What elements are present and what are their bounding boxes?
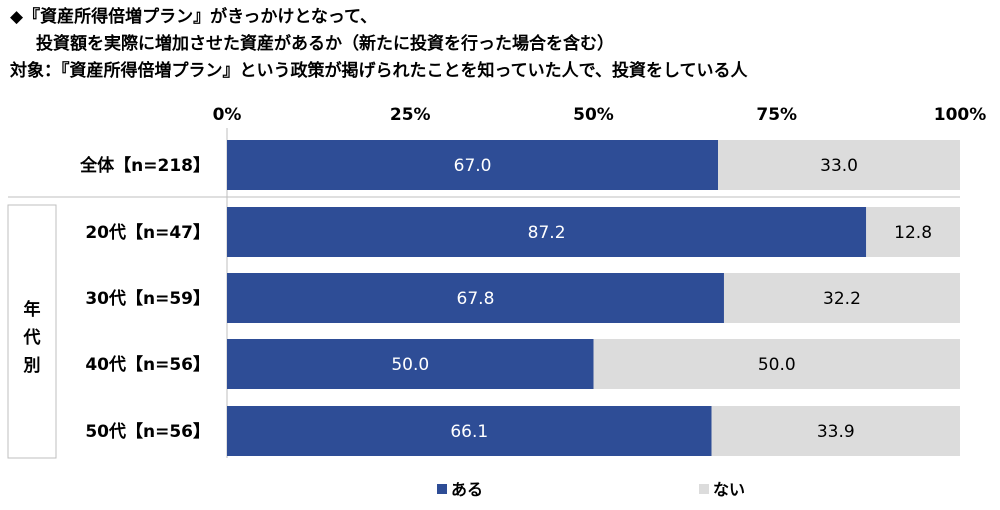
- chart-subtitle-target: 対象：『資産所得倍増プラン』という政策が掲げられたことを知っていた人で、投資をし…: [10, 61, 748, 81]
- bar-yes: [227, 406, 712, 456]
- category-label: 全体【n=218】: [79, 155, 210, 176]
- category-label: 40代【n=56】: [85, 354, 210, 375]
- category-label: 30代【n=59】: [85, 288, 210, 309]
- data-label-no: 12.8: [894, 223, 932, 243]
- group-bracket: [7, 204, 57, 459]
- x-tick-label: 50%: [573, 105, 614, 125]
- bar-yes: [227, 207, 867, 257]
- category-label: 20代【n=47】: [85, 222, 210, 243]
- bar-no: [711, 406, 960, 456]
- legend-item-yes-label: ある: [451, 480, 483, 499]
- x-tick-label: 25%: [390, 105, 431, 125]
- legend-item-yes-swatch: [437, 484, 447, 494]
- group-label-char: 年: [24, 299, 41, 320]
- bar-no: [723, 273, 960, 323]
- data-label-yes: 67.8: [457, 289, 495, 309]
- x-tick-label: 75%: [756, 105, 797, 125]
- x-tick-label: 0%: [213, 105, 242, 125]
- legend-item-no-label: ない: [713, 480, 745, 499]
- bar-no: [718, 140, 960, 190]
- group-label-char: 別: [23, 356, 41, 376]
- bar-no: [593, 339, 960, 389]
- data-label-no: 33.0: [820, 156, 858, 176]
- chart-title-line-2: 投資額を実際に増加させた資産があるか（新たに投資を行った場合を含む）: [36, 34, 614, 54]
- bar-yes: [227, 273, 724, 323]
- legend-item-no-swatch: [699, 484, 709, 494]
- bar-no: [866, 207, 960, 257]
- x-tick-label: 100%: [934, 105, 987, 125]
- category-label: 50代【n=56】: [85, 421, 210, 442]
- bar-yes: [227, 339, 594, 389]
- data-label-no: 33.9: [817, 422, 855, 442]
- data-label-no: 32.2: [823, 289, 861, 309]
- data-label-yes: 50.0: [391, 355, 429, 375]
- chart-title-line-1: ◆『資産所得倍増プラン』がきっかけとなって、: [10, 7, 378, 27]
- data-label-no: 50.0: [758, 355, 796, 375]
- data-label-yes: 66.1: [450, 422, 488, 442]
- data-label-yes: 87.2: [528, 223, 566, 243]
- bar-yes: [227, 140, 719, 190]
- data-label-yes: 67.0: [454, 156, 492, 176]
- group-label-char: 代: [23, 327, 41, 348]
